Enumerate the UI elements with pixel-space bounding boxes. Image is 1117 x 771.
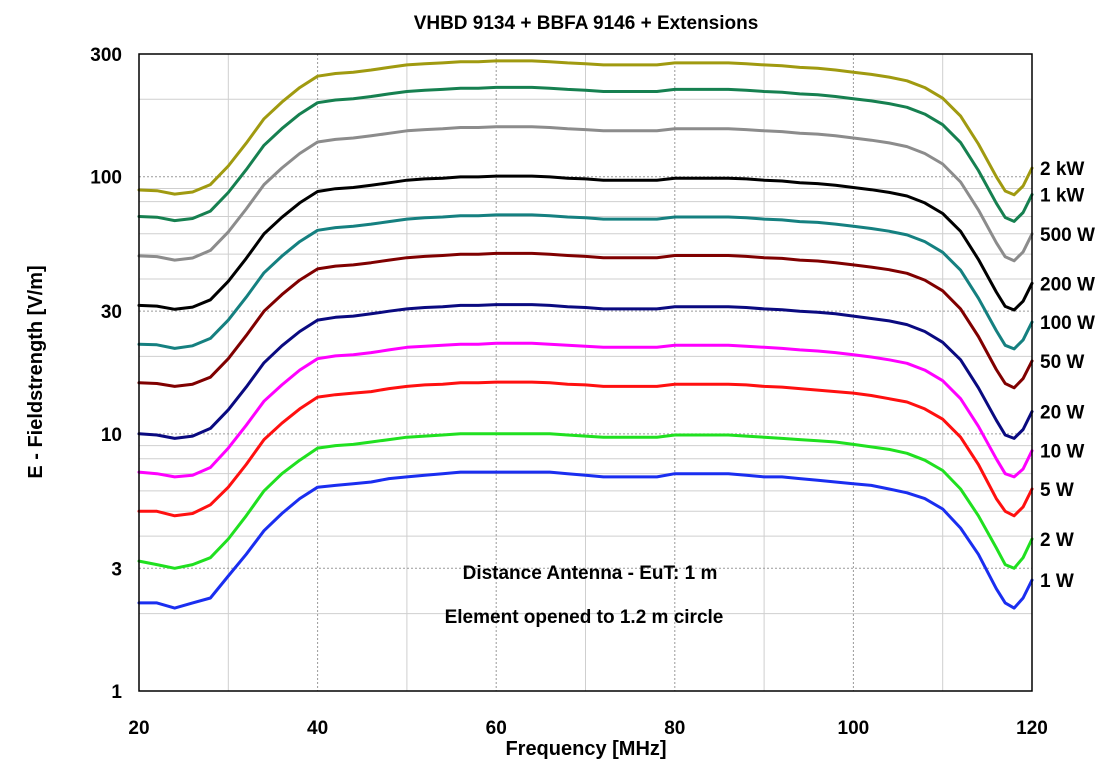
series-label: 2 W (1040, 530, 1074, 551)
x-tick-label: 60 (486, 718, 507, 739)
series-line (137, 380, 1034, 518)
annotation-distance: Distance Antenna - EuT: 1 m (463, 563, 718, 584)
series-line (137, 213, 1034, 351)
y-tick-label: 300 (90, 45, 122, 66)
minor-grid (139, 54, 1032, 691)
series-line (137, 125, 1034, 263)
y-tick-label: 10 (101, 425, 122, 446)
series-line (137, 341, 1034, 479)
series-label: 1 W (1040, 571, 1074, 592)
series-label: 1 kW (1040, 186, 1084, 207)
series-line (137, 59, 1034, 197)
series-label: 500 W (1040, 225, 1095, 246)
series-line (137, 251, 1034, 390)
y-tick-label: 1 (111, 682, 122, 703)
y-axis-label: E - Fieldstrength [V/m] (25, 265, 47, 478)
y-tick-label: 3 (111, 559, 122, 580)
series-line (137, 174, 1034, 312)
series-label: 20 W (1040, 403, 1084, 424)
x-tick-label: 100 (838, 718, 870, 739)
series-labels: 2 kW 1 kW 500 W 200 W 100 W 50 W 20 W 10 W 5 W 2 … (1040, 159, 1095, 592)
series-line (137, 470, 1034, 610)
y-tick-labels: 1 3 10 30 100 300 (90, 45, 122, 703)
x-tick-labels: 20 40 60 80 100 120 (128, 718, 1047, 739)
series-lines (137, 59, 1034, 610)
series-label: 5 W (1040, 480, 1074, 501)
x-tick-label: 20 (128, 718, 149, 739)
plot-border (138, 53, 1033, 692)
chart-title: VHBD 9134 + BBFA 9146 + Extensions (414, 13, 759, 34)
series-label: 50 W (1040, 352, 1084, 373)
x-axis-label: Frequency [MHz] (505, 738, 666, 760)
series-label: 10 W (1040, 442, 1084, 463)
series-line (137, 303, 1034, 440)
series-label: 2 kW (1040, 159, 1084, 180)
y-tick-label: 100 (90, 168, 122, 189)
series-line (137, 432, 1034, 570)
series-label: 200 W (1040, 274, 1095, 295)
annotation-element: Element opened to 1.2 m circle (445, 607, 724, 628)
y-tick-label: 30 (101, 302, 122, 323)
x-tick-label: 80 (664, 718, 685, 739)
x-tick-label: 120 (1016, 718, 1048, 739)
series-label: 100 W (1040, 313, 1095, 334)
x-tick-label: 40 (307, 718, 328, 739)
series-line (137, 85, 1034, 223)
